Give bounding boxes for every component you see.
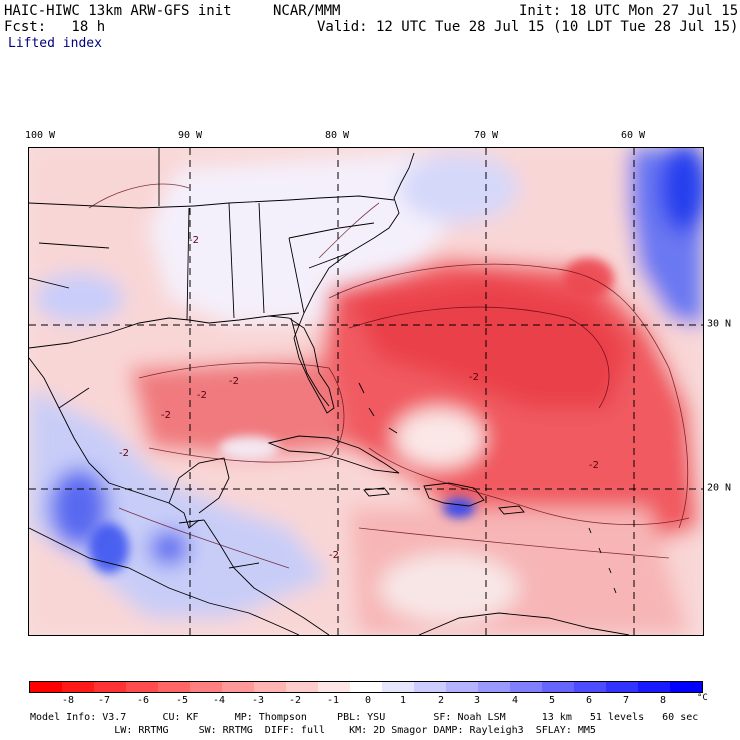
contour-label: -2 [189, 235, 199, 246]
colorbar-swatch [158, 682, 190, 692]
colorbar-swatch [542, 682, 574, 692]
lon-label-70w: 70 W [473, 130, 499, 141]
colorbar-swatch [62, 682, 94, 692]
colorbar-tick: -7 [97, 695, 111, 706]
colorbar [29, 681, 703, 693]
field-name: Lifted index [8, 36, 102, 51]
colorbar-swatch [446, 682, 478, 692]
coastlines [29, 148, 630, 635]
colorbar-tick: 3 [473, 695, 481, 706]
lon-label-100w: 100 W [24, 130, 56, 141]
colorbar-swatch [478, 682, 510, 692]
colorbar-tick: -4 [212, 695, 226, 706]
colorbar-tick: 0 [364, 695, 372, 706]
colorbar-swatch [350, 682, 382, 692]
colorbar-swatch [638, 682, 670, 692]
colorbar-tick: 8 [659, 695, 667, 706]
shading-layer [29, 148, 703, 635]
lon-label-80w: 80 W [324, 130, 350, 141]
model-info-line1: Model Info: V3.7 CU: KF MP: Thompson PBL… [30, 712, 699, 723]
colorbar-swatch [606, 682, 638, 692]
lat-label-30n: 30 N [707, 318, 732, 330]
colorbar-tick: -5 [175, 695, 189, 706]
colorbar-tick: 4 [511, 695, 519, 706]
colorbar-tick: 1 [399, 695, 407, 706]
map-canvas: -2 -2 -2 -2 -2 -2 -2 -2 [29, 148, 703, 635]
model-info-line2: LW: RRTMG SW: RRTMG DIFF: full KM: 2D Sm… [30, 725, 596, 736]
contour-label-group: -2 -2 -2 -2 -2 -2 -2 -2 [119, 235, 599, 561]
colorbar-swatch [190, 682, 222, 692]
model-title: HAIC-HIWC 13km ARW-GFS init [4, 3, 232, 19]
colorbar-tick: -8 [61, 695, 75, 706]
colorbar-swatch [30, 682, 62, 692]
lon-label-60w: 60 W [620, 130, 646, 141]
init-time: Init: 18 UTC Mon 27 Jul 15 [519, 3, 739, 19]
lon-label-90w: 90 W [177, 130, 203, 141]
colorbar-tick: -3 [251, 695, 265, 706]
colorbar-swatch [254, 682, 286, 692]
colorbar-swatch [510, 682, 542, 692]
contour-label: -2 [161, 410, 171, 421]
lat-label-20n: 20 N [707, 482, 732, 494]
colorbar-tick: 2 [437, 695, 445, 706]
colorbar-swatch [382, 682, 414, 692]
colorbar-tick: -6 [136, 695, 150, 706]
colorbar-tick: -1 [326, 695, 340, 706]
colorbar-tick: -2 [288, 695, 302, 706]
colorbar-swatch [318, 682, 350, 692]
org-label: NCAR/MMM [273, 3, 341, 19]
graticule [29, 148, 703, 635]
contour-lines [88, 183, 690, 569]
contour-label: -2 [197, 390, 207, 401]
colorbar-swatch [574, 682, 606, 692]
colorbar-tick: 6 [585, 695, 593, 706]
colorbar-swatch [670, 682, 702, 692]
colorbar-tick: 7 [622, 695, 630, 706]
forecast-hour: Fcst: 18 h [4, 19, 106, 35]
lifted-index-map: -2 -2 -2 -2 -2 -2 -2 -2 [28, 147, 704, 636]
colorbar-unit: °C [697, 693, 708, 703]
contour-label: -2 [119, 448, 129, 459]
colorbar-swatch [222, 682, 254, 692]
valid-time: Valid: 12 UTC Tue 28 Jul 15 (10 LDT Tue … [317, 19, 739, 35]
colorbar-swatch [94, 682, 126, 692]
colorbar-swatch [414, 682, 446, 692]
colorbar-swatch [286, 682, 318, 692]
contour-label: -2 [229, 376, 239, 387]
colorbar-tick: 5 [548, 695, 556, 706]
contour-label: -2 [469, 372, 479, 383]
colorbar-swatch [126, 682, 158, 692]
contour-label: -2 [589, 460, 599, 471]
contour-label: -2 [329, 550, 339, 561]
